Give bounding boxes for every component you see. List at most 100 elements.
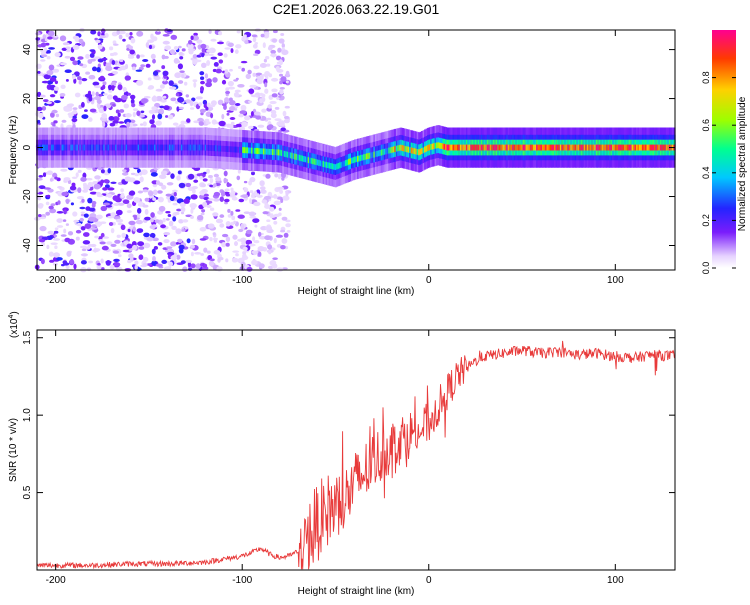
- spectrogram-ridge-cell: [331, 163, 334, 170]
- spectrogram-cell: [245, 229, 253, 235]
- spectrogram-cell: [150, 53, 156, 60]
- spectrogram-cell: [169, 49, 176, 55]
- spectrogram-ridge-cell: [371, 152, 375, 158]
- spectrogram-cell: [95, 214, 103, 220]
- spectrogram-cell: [193, 32, 198, 37]
- spectrogram-cell: [178, 45, 182, 49]
- spectrogram-cell: [274, 118, 282, 121]
- spectrogram-ridge-cell: [119, 144, 122, 151]
- spectrogram-ridge-cell: [321, 160, 324, 167]
- spectrogram-cell: [82, 240, 91, 245]
- spectrogram-cell: [190, 263, 196, 269]
- spectrogram-cell: [273, 237, 277, 244]
- spectrogram-cell: [66, 250, 72, 257]
- spectrogram-cell: [276, 69, 284, 73]
- spectrogram-ridge-cell: [262, 148, 266, 155]
- spectrogram-cell: [231, 196, 238, 201]
- spectrogram-cell: [56, 211, 64, 214]
- spectrogram-cell: [203, 193, 209, 197]
- spectrogram-ridge-cell: [434, 142, 437, 149]
- spectrogram-cell: [229, 123, 234, 130]
- spectrogram-cell: [196, 39, 203, 44]
- spectrogram-cell: [201, 183, 206, 188]
- spectrogram-ridge-cell: [249, 147, 252, 154]
- spectrogram-cell: [162, 95, 167, 99]
- spectrogram-ridge-cell: [618, 144, 621, 151]
- spectrogram-cell: [252, 218, 260, 224]
- spectrogram-cell: [188, 48, 194, 55]
- spectrogram-ridge-cell: [364, 153, 367, 160]
- spectrogram-ridge-cell: [151, 144, 154, 151]
- spectrogram-ridge-cell: [113, 144, 116, 151]
- spectrogram-cell: [161, 259, 167, 264]
- spectrogram-ridge-cell: [513, 144, 516, 151]
- spectrogram-cell: [253, 53, 259, 56]
- spectrogram-cell: [285, 223, 291, 228]
- spectrogram-cell: [84, 223, 92, 230]
- spectrogram-ridge-cell: [662, 144, 666, 151]
- spectrogram-ridge-cell: [124, 144, 127, 151]
- spectrogram-ridge-cell: [577, 144, 580, 151]
- spectrogram-cell: [152, 197, 157, 201]
- spectrogram-ridge-cell: [337, 163, 340, 169]
- spectrogram-ridge-cell: [543, 144, 546, 151]
- spectrogram-cell: [85, 246, 91, 250]
- spectrogram-cell: [237, 84, 245, 88]
- spectrogram-ridge-cell: [219, 145, 222, 152]
- spectrogram-ridge-cell: [173, 144, 176, 151]
- spectrogram-cell: [221, 113, 225, 120]
- spectrogram-cell: [88, 117, 93, 122]
- spectrogram-cell: [209, 207, 215, 211]
- spectrogram-ridge-cell: [391, 146, 394, 153]
- spectrogram-cell: [172, 216, 177, 222]
- spectrogram-cell: [229, 68, 233, 72]
- spectrogram-cell: [42, 172, 47, 177]
- spectrogram-cell: [190, 35, 194, 41]
- spectrogram-ridge-cell: [534, 144, 537, 151]
- spectrogram-cell: [130, 98, 135, 105]
- spectrogram-ridge-cell: [289, 152, 292, 159]
- spectrogram-cell: [72, 107, 78, 110]
- spectrogram-cell: [219, 223, 225, 228]
- spectrogram-cell: [161, 184, 167, 190]
- spectrogram-ridge-cell: [486, 144, 489, 151]
- snr-x-ticks: -200 -100 0 100: [46, 330, 624, 586]
- spectrogram-ridge-cell: [294, 153, 297, 160]
- spectrogram-cell: [114, 239, 121, 244]
- spectrogram-ridge-cell: [242, 147, 245, 153]
- spectrogram-cell: [189, 203, 197, 209]
- spectrogram-cell: [134, 173, 139, 177]
- spectrogram-cell: [152, 189, 158, 196]
- spectrogram-cell: [150, 212, 155, 218]
- spectrogram-cell: [104, 192, 109, 198]
- spectrogram-ridge-cell: [503, 144, 506, 151]
- spectrogram-cell: [270, 53, 277, 57]
- spectrogram-cell: [271, 77, 279, 82]
- spectrogram-ridge-cell: [428, 144, 431, 151]
- spectrogram-cell: [155, 88, 163, 92]
- spectrogram-ridge-cell: [146, 144, 149, 151]
- spectrogram-ridge-cell: [240, 147, 243, 153]
- spectrogram-cell: [144, 216, 151, 221]
- spectrogram-cell: [142, 121, 147, 127]
- spectrogram-cell: [110, 81, 117, 87]
- spectrogram-cell: [190, 194, 198, 200]
- spectrogram-cell: [144, 197, 150, 202]
- spectrogram-cell: [98, 93, 103, 97]
- spectrogram-cell: [40, 54, 48, 58]
- spectrogram-ridge-cell: [288, 152, 291, 158]
- spectrogram-cell: [138, 254, 144, 260]
- spectrogram-cell: [203, 171, 207, 175]
- spectrogram-cell: [94, 37, 98, 41]
- spectrogram-cell: [231, 215, 236, 221]
- spectrogram-cell: [139, 114, 145, 118]
- spectrogram-cell: [197, 214, 204, 221]
- spectrogram-ridge-cell: [106, 144, 109, 151]
- spectrogram-cell: [184, 81, 188, 86]
- spectrogram-cell: [175, 228, 182, 235]
- spectrogram-ridge-cell: [177, 144, 181, 151]
- spectrogram-cell: [83, 184, 91, 191]
- spectrogram-ridge-cell: [306, 156, 309, 163]
- spectrogram-cell: [212, 77, 218, 83]
- spectrogram-ridge-cell: [445, 144, 448, 151]
